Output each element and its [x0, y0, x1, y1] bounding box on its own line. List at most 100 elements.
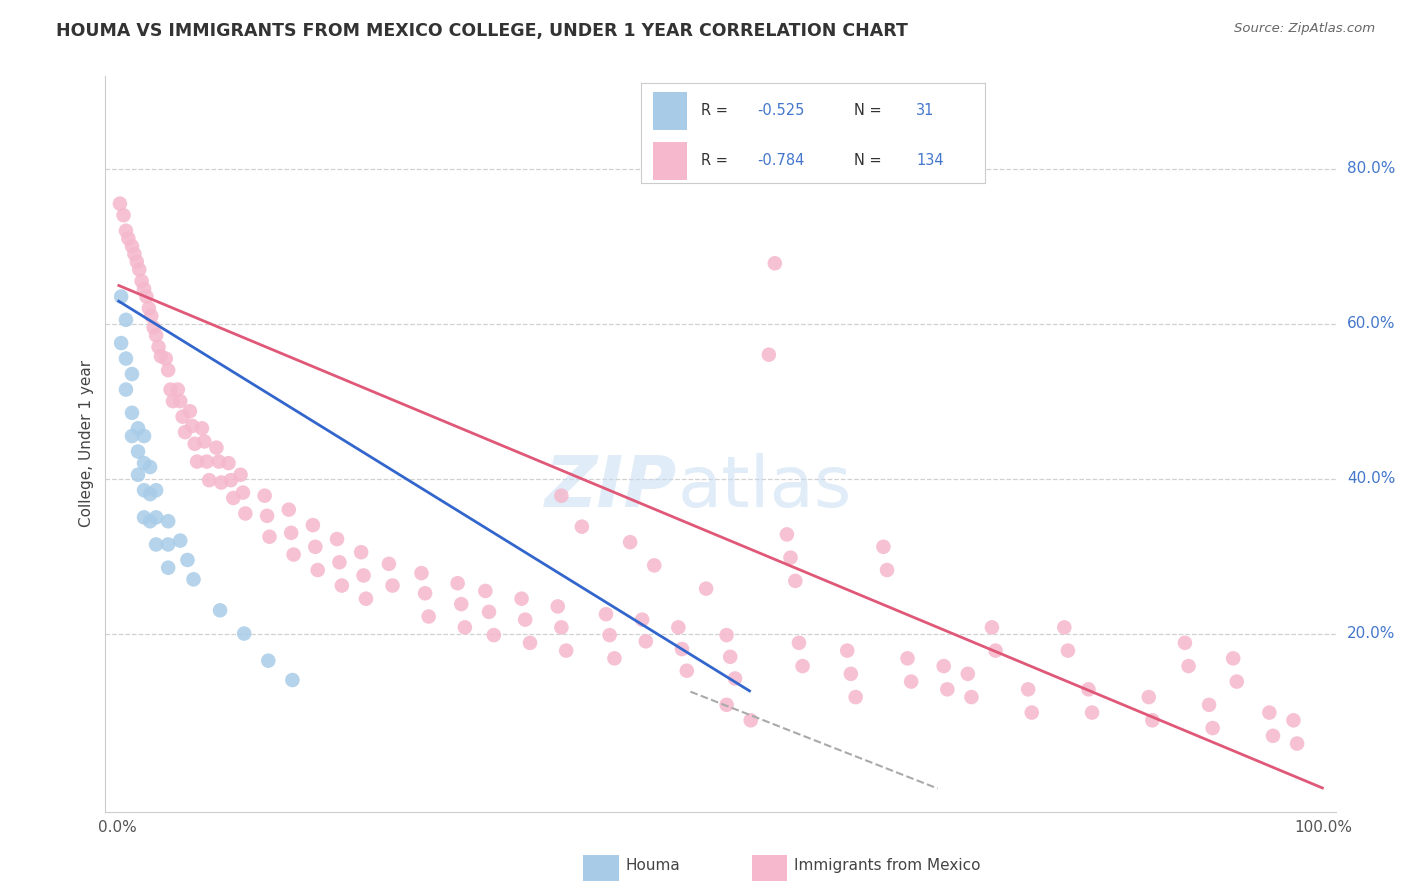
Point [138, 301, 160, 316]
Point [205, 441, 228, 455]
Point [724, 672, 747, 686]
Point [478, 605, 501, 619]
Point [157, 363, 180, 377]
Point [169, 533, 191, 548]
Point [839, 666, 862, 681]
Point [198, 473, 221, 487]
Point [603, 651, 626, 665]
Point [142, 320, 165, 334]
Point [131, 274, 153, 288]
Point [519, 636, 541, 650]
Point [956, 666, 979, 681]
Point [121, 406, 143, 420]
Point [112, 208, 135, 222]
Point [718, 649, 741, 664]
Point [145, 328, 167, 343]
Point [1226, 674, 1249, 689]
Point [960, 690, 983, 704]
Text: HOUMA VS IMMIGRANTS FROM MEXICO COLLEGE, UNDER 1 YEAR CORRELATION CHART: HOUMA VS IMMIGRANTS FROM MEXICO COLLEGE,… [56, 22, 908, 40]
Point [121, 239, 143, 253]
Point [115, 383, 138, 397]
Point [283, 548, 305, 562]
Point [145, 510, 167, 524]
Point [378, 557, 401, 571]
Point [510, 591, 533, 606]
Point [482, 628, 505, 642]
Point [128, 262, 150, 277]
Point [115, 224, 138, 238]
Point [547, 599, 569, 614]
Text: 80.0%: 80.0% [1347, 161, 1395, 177]
Point [155, 351, 177, 366]
Point [454, 620, 477, 634]
Point [166, 383, 188, 397]
Point [785, 574, 807, 588]
Point [110, 336, 132, 351]
Text: ZIP: ZIP [546, 453, 678, 523]
Point [666, 620, 689, 634]
Point [125, 254, 148, 268]
Point [179, 404, 201, 418]
Point [1053, 620, 1076, 634]
Point [302, 518, 325, 533]
Point [1077, 682, 1099, 697]
Y-axis label: College, Under 1 year: College, Under 1 year [79, 360, 94, 527]
Point [515, 613, 537, 627]
Point [381, 578, 404, 592]
Text: Source: ZipAtlas.com: Source: ZipAtlas.com [1234, 22, 1375, 36]
Point [115, 313, 138, 327]
Point [354, 591, 377, 606]
Point [307, 563, 329, 577]
Point [280, 525, 302, 540]
Point [599, 628, 621, 642]
Point [135, 289, 157, 303]
Point [1286, 737, 1309, 751]
Point [132, 282, 155, 296]
Point [330, 578, 353, 592]
Point [411, 566, 433, 581]
Point [555, 643, 578, 657]
Point [169, 394, 191, 409]
Point [845, 690, 868, 704]
Point [1198, 698, 1220, 712]
Point [186, 454, 208, 468]
Point [157, 514, 180, 528]
Point [474, 584, 496, 599]
Point [141, 309, 163, 323]
Point [779, 550, 801, 565]
Point [127, 421, 149, 435]
Point [132, 483, 155, 498]
Point [671, 642, 693, 657]
Point [281, 673, 304, 687]
Point [350, 545, 373, 559]
Point [127, 444, 149, 458]
Point [229, 467, 252, 482]
Text: Immigrants from Mexico: Immigrants from Mexico [794, 858, 981, 872]
Point [183, 572, 205, 586]
Point [124, 247, 146, 261]
Point [108, 196, 131, 211]
Point [1174, 636, 1197, 650]
Point [172, 409, 194, 424]
Point [149, 349, 172, 363]
Point [195, 454, 218, 468]
Point [619, 535, 641, 549]
Point [1017, 682, 1039, 697]
Point [209, 475, 232, 490]
Point [716, 628, 738, 642]
Point [222, 491, 245, 505]
Point [872, 540, 894, 554]
Point [132, 429, 155, 443]
Point [1057, 643, 1080, 657]
Point [326, 532, 349, 546]
Point [763, 256, 786, 270]
Point [139, 460, 162, 475]
Point [740, 714, 762, 728]
Point [896, 651, 918, 665]
Point [148, 340, 170, 354]
Point [792, 659, 814, 673]
Point [1137, 690, 1160, 704]
Point [132, 510, 155, 524]
Point [232, 485, 254, 500]
Point [446, 576, 468, 591]
